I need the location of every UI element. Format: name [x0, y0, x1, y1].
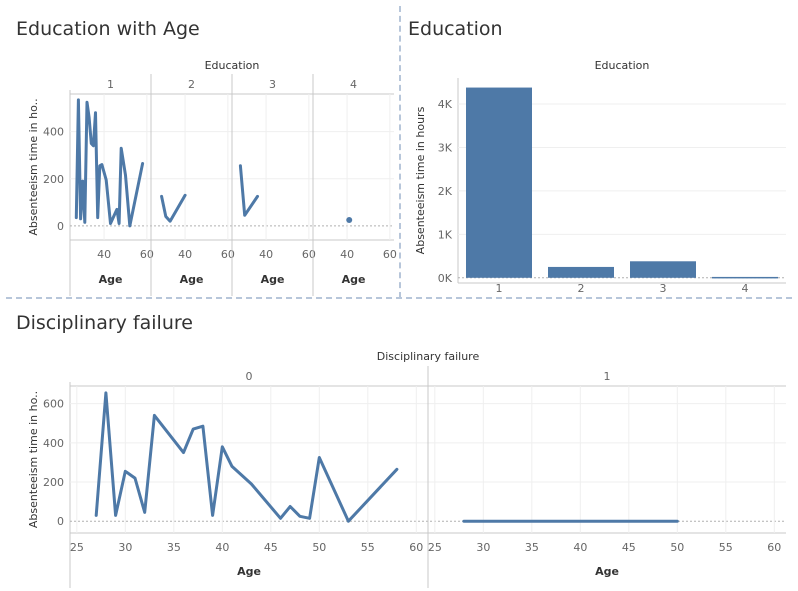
x-tick-label: 25 — [428, 541, 442, 554]
x-tick-label: 2 — [578, 282, 585, 295]
data-point — [346, 216, 353, 223]
panel-title: Education with Age — [16, 18, 200, 40]
y-tick-label: 0K — [438, 272, 453, 285]
y-axis-label: Absenteeism time in ho.. — [27, 98, 40, 235]
y-tick-label: 400 — [43, 126, 64, 139]
disciplinary-failure-chart: Disciplinary failure Absenteeism time in … — [27, 350, 786, 588]
series-line-facet-1 — [74, 98, 145, 228]
x-tick-label: 60 — [767, 541, 781, 554]
x-tick-label: 40 — [97, 248, 111, 261]
x-tick-label: 1 — [496, 282, 503, 295]
y-axis-label: Absenteeism time in ho.. — [27, 391, 40, 528]
facet-label: 0 — [246, 370, 253, 383]
horizontal-divider — [6, 297, 792, 299]
facet-axis-title: Disciplinary failure — [377, 350, 480, 363]
x-tick-label: 55 — [361, 541, 375, 554]
series-line-facet-2 — [160, 193, 187, 223]
x-tick-label: 30 — [118, 541, 132, 554]
x-tick-label: 25 — [70, 541, 84, 554]
facet-label: 4 — [350, 78, 357, 91]
series-line-facet-3 — [238, 164, 259, 217]
facet-label: 3 — [269, 78, 276, 91]
x-axis-label: Age — [180, 273, 204, 286]
x-tick-label: 60 — [409, 541, 423, 554]
series-line-facet-0 — [94, 391, 399, 523]
x-axis-label: Age — [595, 565, 619, 578]
education-panel: Education Education Absenteeism time in h… — [401, 0, 798, 296]
y-tick-label: 2K — [438, 185, 453, 198]
x-tick-label: 45 — [622, 541, 636, 554]
x-tick-label: 45 — [264, 541, 278, 554]
x-tick-label: 35 — [167, 541, 181, 554]
x-tick-label: 3 — [660, 282, 667, 295]
x-tick-label: 60 — [140, 248, 154, 261]
panel-title: Education — [408, 18, 503, 40]
x-tick-label: 40 — [178, 248, 192, 261]
x-tick-label: 60 — [302, 248, 316, 261]
y-axis-label: Absenteeism time in hours — [414, 106, 427, 254]
education-bar-chart: Education Absenteeism time in hours 0K 1K 2K… — [414, 59, 786, 295]
y-tick-label: 200 — [43, 173, 64, 186]
bar-3 — [630, 261, 696, 278]
facet-label: 1 — [107, 78, 114, 91]
education-with-age-panel: Education with Age Education Absenteeism … — [0, 0, 398, 296]
y-tick-label: 3K — [438, 141, 453, 154]
x-tick-label: 40 — [340, 248, 354, 261]
x-tick-label: 60 — [383, 248, 397, 261]
x-axis-title: Education — [595, 59, 650, 72]
vertical-divider — [399, 6, 401, 298]
facet-label: 1 — [604, 370, 611, 383]
y-tick-label: 400 — [43, 437, 64, 450]
x-tick-label: 55 — [719, 541, 733, 554]
x-axis-label: Age — [342, 273, 366, 286]
x-tick-label: 40 — [259, 248, 273, 261]
y-tick-label: 0 — [57, 515, 64, 528]
x-axis-label: Age — [237, 565, 261, 578]
x-tick-label: 4 — [742, 282, 749, 295]
x-tick-label: 50 — [312, 541, 326, 554]
x-tick-label: 50 — [670, 541, 684, 554]
x-tick-label: 40 — [573, 541, 587, 554]
y-tick-label: 4K — [438, 98, 453, 111]
y-tick-label: 200 — [43, 476, 64, 489]
bar-2 — [548, 266, 614, 278]
education-with-age-chart: Education Absenteeism time in ho.. 0 200 400… — [27, 59, 397, 296]
x-axis-label: Age — [99, 273, 123, 286]
y-tick-label: 1K — [438, 228, 453, 241]
x-tick-label: 40 — [215, 541, 229, 554]
x-axis-label: Age — [261, 273, 285, 286]
disciplinary-failure-panel: Disciplinary failure Disciplinary failur… — [0, 300, 798, 591]
x-tick-label: 30 — [476, 541, 490, 554]
y-tick-label: 0 — [57, 220, 64, 233]
bar-1 — [466, 87, 532, 278]
facet-label: 2 — [188, 78, 195, 91]
x-tick-label: 60 — [221, 248, 235, 261]
y-tick-label: 600 — [43, 398, 64, 411]
bar-4 — [712, 276, 778, 279]
x-tick-label: 35 — [525, 541, 539, 554]
facet-axis-title: Education — [205, 59, 260, 72]
panel-title: Disciplinary failure — [16, 312, 193, 334]
